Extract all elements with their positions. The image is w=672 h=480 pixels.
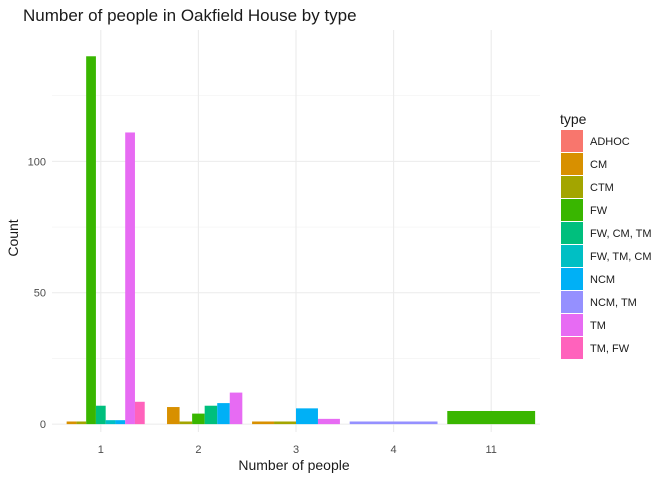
bar-ctm-2 (179, 421, 193, 425)
legend-label: FW, CM, TM (590, 228, 652, 240)
x-tick-label: 1 (98, 444, 104, 456)
x-tick-label: 3 (293, 444, 299, 456)
bar-tm-fw-1 (134, 401, 145, 425)
legend-label: CTM (590, 182, 614, 194)
legend-label: NCM (590, 274, 615, 286)
bar-fw-cm-tm-2 (204, 405, 218, 425)
legend-label: TM (590, 320, 606, 332)
bar-cm-1 (66, 421, 77, 425)
bar-cm-2 (167, 407, 180, 425)
legend-label: TM, FW (590, 343, 630, 355)
legend-swatch (561, 153, 583, 175)
y-tick-label: 100 (28, 156, 46, 168)
x-tick-label: 2 (195, 444, 201, 456)
bar-ncm-1 (115, 420, 126, 425)
x-tick-label: 4 (391, 444, 397, 456)
legend: type ADHOC CM CTM FW FW, CM, TM FW, TM, CM NCM… (560, 111, 652, 359)
y-tick-label: 50 (34, 288, 46, 300)
bar-ctm-3 (274, 421, 296, 425)
bar-ctm-1 (76, 421, 87, 425)
legend-swatch (561, 314, 583, 336)
bar-tm-1 (125, 132, 135, 425)
legend-swatch (561, 268, 583, 290)
bar-fw-2 (192, 413, 205, 425)
x-tick-label: 11 (485, 444, 496, 456)
tick-layer: 1 2 3 4 11 0 50 100 (28, 156, 497, 456)
y-tick-label: 0 (40, 419, 46, 431)
bar-fw-tm-cm-1 (105, 420, 116, 425)
legend-label: CM (590, 159, 607, 171)
legend-swatch (561, 176, 583, 198)
legend-swatch (561, 199, 583, 221)
legend-swatch (561, 222, 583, 244)
bar-cm-3 (252, 421, 275, 425)
bar-fw-11 (447, 410, 536, 425)
bar-fw-cm-tm-1 (95, 405, 106, 425)
legend-label: FW (590, 205, 608, 217)
legend-title: type (560, 111, 587, 127)
bar-fw-1 (86, 56, 96, 425)
legend-swatch (561, 245, 583, 267)
bar-layer (66, 56, 536, 425)
bar-tm-2 (229, 392, 243, 425)
legend-label: NCM, TM (590, 297, 637, 309)
bar-ncm-2 (217, 403, 230, 425)
y-axis-title: Count (5, 219, 21, 256)
legend-items: ADHOC CM CTM FW FW, CM, TM FW, TM, CM NCM NCM, … (561, 130, 652, 359)
bar-ncm-tm-4 (349, 421, 438, 425)
bar-tm-3 (317, 418, 340, 425)
x-axis-title: Number of people (238, 457, 350, 473)
chart-title: Number of people in Oakfield House by ty… (23, 6, 357, 25)
legend-label: FW, TM, CM (590, 251, 652, 263)
legend-swatch (561, 337, 583, 359)
legend-label: ADHOC (590, 136, 630, 148)
legend-swatch (561, 291, 583, 313)
legend-swatch (561, 130, 583, 152)
bar-ncm-3 (296, 408, 318, 425)
